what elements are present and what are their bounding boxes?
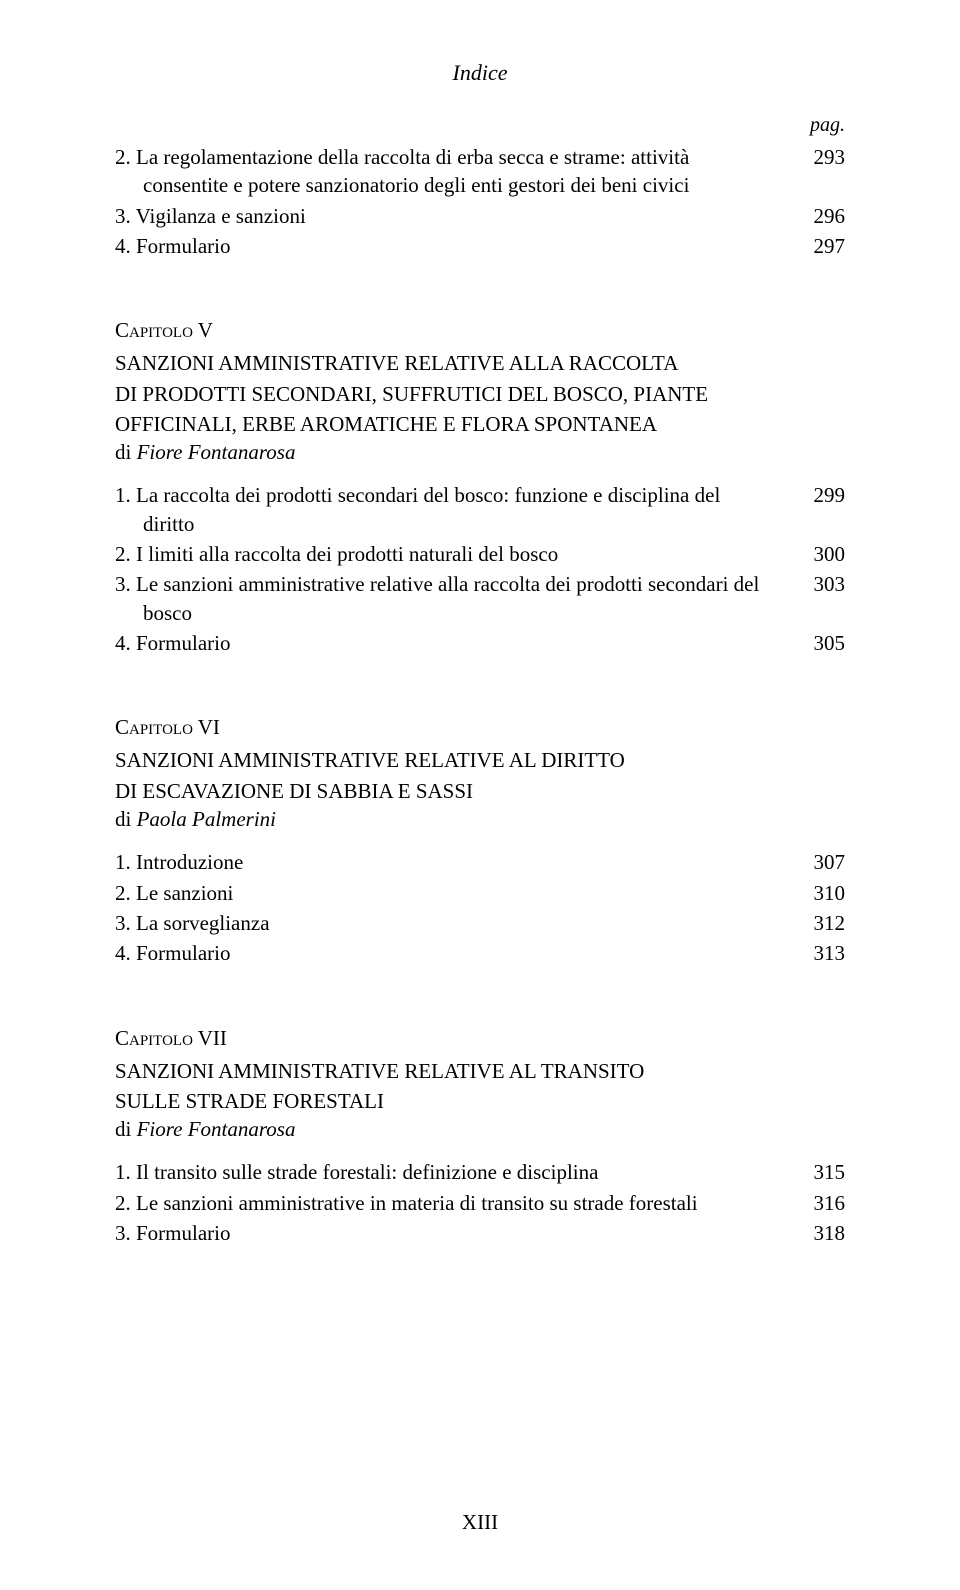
toc-text: 3. Formulario: [115, 1219, 795, 1247]
toc-text: 3. Le sanzioni amministrative relative a…: [115, 570, 795, 627]
toc-row: 3. Formulario 318: [115, 1219, 845, 1247]
toc-page: 303: [795, 570, 845, 598]
toc-page: 305: [795, 629, 845, 657]
page-number: XIII: [0, 1510, 960, 1535]
toc-page: 307: [795, 848, 845, 876]
toc-text: 1. Il transito sulle strade forestali: d…: [115, 1158, 795, 1186]
toc-text: 2. I limiti alla raccolta dei prodotti n…: [115, 540, 795, 568]
toc-page: 312: [795, 909, 845, 937]
toc-text: 4. Formulario: [115, 232, 795, 260]
top-toc-block: 2. La regolamentazione della raccolta di…: [115, 143, 845, 260]
toc-row: 1. Il transito sulle strade forestali: d…: [115, 1158, 845, 1186]
chapter-title-line: SANZIONI AMMINISTRATIVE RELATIVE AL TRAN…: [115, 1057, 845, 1085]
toc-text: 3. Vigilanza e sanzioni: [115, 202, 795, 230]
chapter-author: di Paola Palmerini: [115, 807, 845, 832]
chapter-author: di Fiore Fontanarosa: [115, 1117, 845, 1142]
chapter-title-line: OFFICINALI, ERBE AROMATICHE E FLORA SPON…: [115, 410, 845, 438]
toc-page: 316: [795, 1189, 845, 1217]
toc-row: 1. Introduzione 307: [115, 848, 845, 876]
chapter-section: Capitolo VII SANZIONI AMMINISTRATIVE REL…: [115, 1026, 845, 1248]
toc-page: 296: [795, 202, 845, 230]
toc-row: 2. I limiti alla raccolta dei prodotti n…: [115, 540, 845, 568]
toc-row: 2. Le sanzioni amministrative in materia…: [115, 1189, 845, 1217]
chapter-label: Capitolo VI: [115, 715, 845, 740]
toc-page: 318: [795, 1219, 845, 1247]
toc-row: 4. Formulario 305: [115, 629, 845, 657]
chapter-title-line: DI ESCAVAZIONE DI SABBIA E SASSI: [115, 777, 845, 805]
toc-row: 3. La sorveglianza 312: [115, 909, 845, 937]
toc-page: 300: [795, 540, 845, 568]
chapter-section: Capitolo V SANZIONI AMMINISTRATIVE RELAT…: [115, 318, 845, 657]
toc-row: 3. Vigilanza e sanzioni 296: [115, 202, 845, 230]
toc-text: 2. Le sanzioni amministrative in materia…: [115, 1189, 795, 1217]
chapter-section: Capitolo VI SANZIONI AMMINISTRATIVE RELA…: [115, 715, 845, 967]
toc-row: 2. La regolamentazione della raccolta di…: [115, 143, 845, 200]
chapter-author: di Fiore Fontanarosa: [115, 440, 845, 465]
toc-row: 4. Formulario 297: [115, 232, 845, 260]
chapter-title-line: SANZIONI AMMINISTRATIVE RELATIVE AL DIRI…: [115, 746, 845, 774]
toc-page: 299: [795, 481, 845, 509]
toc-text: 2. La regolamentazione della raccolta di…: [115, 143, 795, 200]
toc-row: 4. Formulario 313: [115, 939, 845, 967]
toc-row: 2. Le sanzioni 310: [115, 879, 845, 907]
header-title: Indice: [115, 60, 845, 86]
toc-page: 297: [795, 232, 845, 260]
toc-row: 3. Le sanzioni amministrative relative a…: [115, 570, 845, 627]
toc-text: 4. Formulario: [115, 939, 795, 967]
chapter-title-line: SULLE STRADE FORESTALI: [115, 1087, 845, 1115]
chapter-label: Capitolo V: [115, 318, 845, 343]
toc-text: 1. Introduzione: [115, 848, 795, 876]
toc-page: 315: [795, 1158, 845, 1186]
chapter-label: Capitolo VII: [115, 1026, 845, 1051]
toc-row: 1. La raccolta dei prodotti secondari de…: [115, 481, 845, 538]
toc-page: 293: [795, 143, 845, 171]
chapter-title-line: DI PRODOTTI SECONDARI, SUFFRUTICI DEL BO…: [115, 380, 845, 408]
toc-text: 1. La raccolta dei prodotti secondari de…: [115, 481, 795, 538]
toc-text: 3. La sorveglianza: [115, 909, 795, 937]
toc-page: 310: [795, 879, 845, 907]
pag-label: pag.: [115, 114, 845, 137]
toc-text: 2. Le sanzioni: [115, 879, 795, 907]
chapter-title-line: SANZIONI AMMINISTRATIVE RELATIVE ALLA RA…: [115, 349, 845, 377]
toc-page: 313: [795, 939, 845, 967]
toc-text: 4. Formulario: [115, 629, 795, 657]
